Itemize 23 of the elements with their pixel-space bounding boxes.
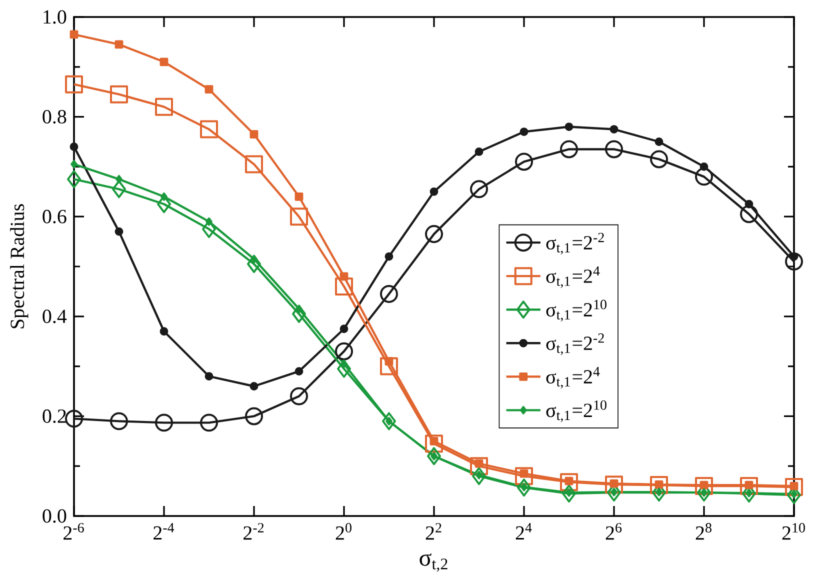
x-tick-label: 2$^{-6}$ bbox=[64, 523, 84, 540]
y-tick-label: 0.6 bbox=[42, 210, 66, 224]
x-tick-label: 2$^{-2}$ bbox=[244, 523, 264, 540]
legend-label: σ$_{t,1}$=2$^{10}$ bbox=[546, 400, 606, 422]
x-tick-label: 2$^{6}$ bbox=[606, 523, 622, 540]
x-tick-label: 2$^{0}$ bbox=[336, 523, 352, 540]
y-tick-label: 0.8 bbox=[42, 110, 66, 124]
legend-label: σ$_{t,1}$=2$^{-2}$ bbox=[546, 333, 604, 356]
y-tick-label: 0.2 bbox=[42, 409, 66, 423]
y-tick-label: 0.4 bbox=[42, 310, 67, 324]
x-tick-label: 2$^{10}$ bbox=[782, 523, 805, 540]
y-tick-label: 0.0 bbox=[42, 509, 66, 523]
legend-label: σ$_{t,1}$=2$^{4}$ bbox=[546, 266, 600, 288]
x-tick-label: 2$^{2}$ bbox=[426, 523, 442, 540]
legend-label: σ$_{t,1}$=2$^{-2}$ bbox=[546, 232, 604, 254]
x-tick-label: 2$^{-4}$ bbox=[154, 523, 174, 540]
y-axis-title: Spectral Radius bbox=[10, 204, 28, 328]
x-tick-label: 2$^{4}$ bbox=[516, 523, 532, 540]
x-tick-label: 2$^{8}$ bbox=[696, 523, 712, 540]
legend-label: σ$_{t,1}$=2$^{10}$ bbox=[546, 300, 606, 322]
y-tick-label: 1.0 bbox=[44, 10, 66, 24]
legend-label: σ$_{t,1}$=2$^{4}$ bbox=[546, 366, 600, 389]
x-axis-title: σ$_{t,2}$ bbox=[420, 553, 448, 572]
